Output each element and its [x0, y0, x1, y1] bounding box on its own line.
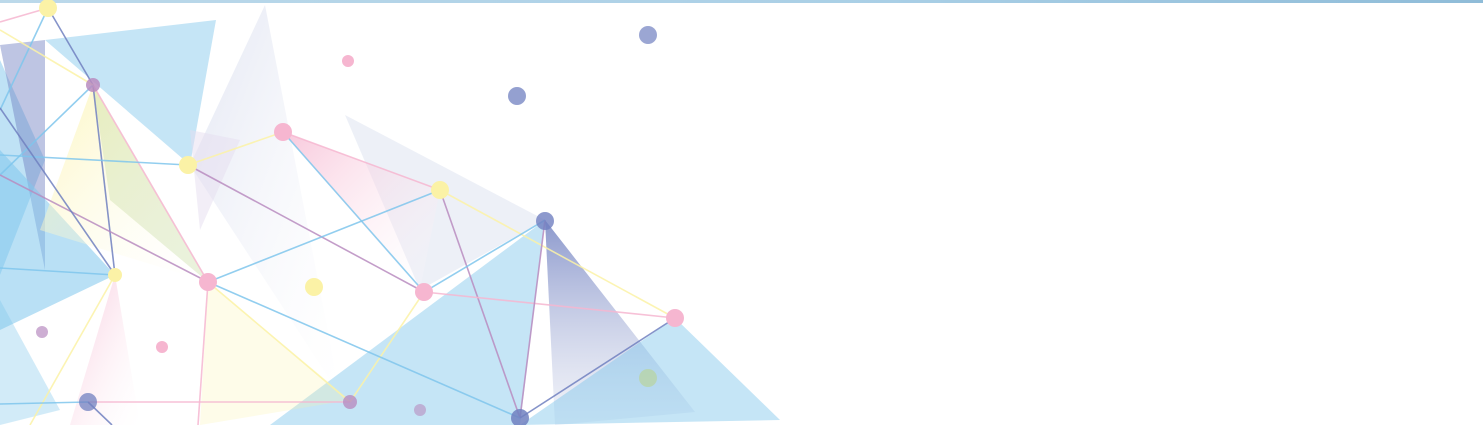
- blue-triangle: [270, 220, 545, 425]
- network-node: [508, 87, 526, 105]
- network-line: [439, 189, 676, 319]
- network-line: [0, 174, 209, 283]
- network-line: [282, 131, 441, 191]
- node-layer: [36, 0, 684, 425]
- network-node: [414, 404, 426, 416]
- network-line: [207, 281, 521, 419]
- network-node: [156, 341, 168, 353]
- pink-triangle: [283, 132, 440, 290]
- network-node: [639, 369, 657, 387]
- pink-triangle: [70, 275, 140, 425]
- network-line: [439, 189, 521, 419]
- top-border-line: [0, 0, 1483, 3]
- network-node: [511, 409, 529, 425]
- network-line: [0, 107, 116, 276]
- network-node: [36, 326, 48, 338]
- blue-triangle: [45, 20, 216, 165]
- network-line: [423, 219, 546, 293]
- network-node: [179, 156, 197, 174]
- network-line: [0, 154, 189, 166]
- navy-triangle: [545, 220, 695, 425]
- network-line: [423, 291, 676, 319]
- network-node: [305, 278, 323, 296]
- network-node: [639, 26, 657, 44]
- network-line: [47, 7, 94, 86]
- network-node: [274, 123, 292, 141]
- network-line: [0, 267, 116, 276]
- lavender-triangle: [190, 5, 340, 395]
- network-node: [39, 0, 57, 17]
- network-line: [0, 29, 94, 86]
- network-node: [415, 283, 433, 301]
- network-line: [187, 131, 284, 166]
- network-node: [431, 181, 449, 199]
- network-node: [199, 273, 217, 291]
- network-line: [187, 164, 425, 293]
- network-node: [666, 309, 684, 327]
- network-node: [108, 268, 122, 282]
- network-line: [207, 189, 441, 283]
- network-line: [197, 281, 209, 425]
- network-node: [79, 393, 97, 411]
- network-line: [519, 219, 546, 419]
- network-line: [92, 84, 209, 283]
- yellow-triangle: [40, 85, 208, 282]
- network-node: [536, 212, 554, 230]
- network-line: [0, 401, 89, 405]
- network-line: [207, 281, 351, 403]
- network-node: [86, 78, 100, 92]
- network-line: [29, 274, 116, 425]
- network-line: [0, 7, 49, 111]
- network-line: [349, 291, 425, 403]
- yellow-triangle: [200, 282, 350, 425]
- blue-triangle: [0, 300, 60, 425]
- network-line: [519, 317, 676, 419]
- network-node: [343, 395, 357, 409]
- network-line: [0, 84, 94, 176]
- line-layer: [0, 7, 676, 425]
- network-line: [92, 84, 116, 276]
- blue-triangle: [0, 150, 115, 330]
- network-node: [342, 55, 354, 67]
- network-line: [282, 131, 425, 293]
